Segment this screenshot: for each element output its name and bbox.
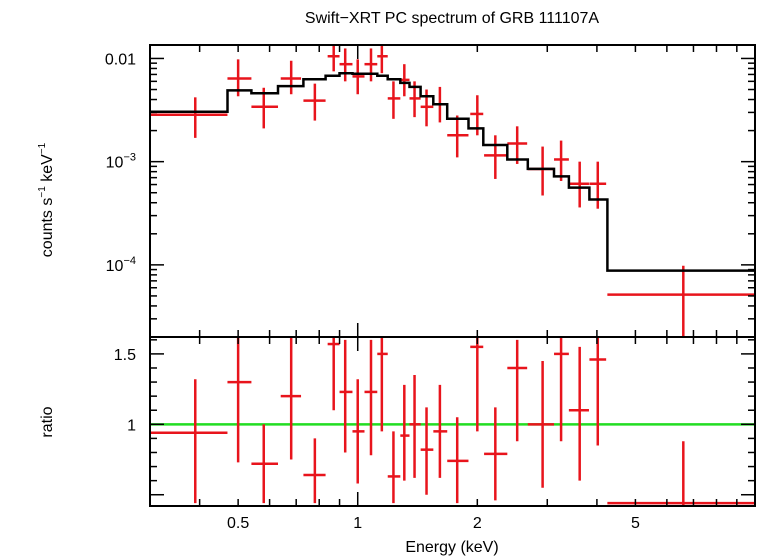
ratio-data-point <box>554 337 569 442</box>
tick-label-base: 10 <box>106 155 124 172</box>
spectrum-y-tick-label: 0.01 <box>105 51 136 68</box>
spectrum-data-point <box>339 48 353 82</box>
ratio-data-point <box>527 360 555 488</box>
ratio-data-point <box>251 424 279 504</box>
ratio-data-point <box>400 384 410 481</box>
x-tick-label: 5 <box>631 515 640 532</box>
spectrum-data-point <box>387 81 401 119</box>
ratio-data-point <box>387 431 401 504</box>
ratio-data-point <box>339 339 353 453</box>
spectrum-data-point <box>554 140 569 181</box>
ratio-panel: 1 1.5 0.5 1 2 5 <box>114 336 756 532</box>
spectrum-y-axis-label-main: counts s <box>39 198 56 258</box>
spectrum-data-point <box>484 135 508 179</box>
spectrum-data-point <box>607 265 755 337</box>
ratio-data-point <box>327 337 340 411</box>
ratio-data-point <box>420 407 434 495</box>
ratio-data-point <box>303 438 326 504</box>
ratio-data-point <box>227 337 252 463</box>
ratio-data-point <box>150 379 228 504</box>
ratio-data-point <box>447 417 469 504</box>
ratio-data-point <box>409 375 421 478</box>
ratio-data-point <box>607 441 755 506</box>
spectrum-y-tick-label: 10−4 <box>106 255 136 275</box>
spectrum-y-axis-label-mid: keV <box>39 154 56 186</box>
x-tick-label: 2 <box>473 515 482 532</box>
spectrum-data-point <box>364 48 378 82</box>
chart-title: Swift−XRT PC spectrum of GRB 111107A <box>305 10 600 27</box>
spectrum-data-point <box>377 45 388 74</box>
ratio-data-point <box>470 337 484 432</box>
spectrum-data-point <box>327 45 340 72</box>
spectrum-data-point <box>507 126 528 164</box>
ratio-data-point <box>364 339 378 456</box>
ratio-data-point <box>377 337 388 432</box>
x-tick-label: 1 <box>353 515 362 532</box>
tick-label-base: 10 <box>106 258 124 275</box>
ratio-y-axis-label: ratio <box>39 406 56 437</box>
spectrum-data-point <box>150 97 228 138</box>
spectrum-data-point <box>352 59 365 95</box>
spectrum-data-point <box>589 161 607 209</box>
spectrum-model-line <box>150 71 755 272</box>
spectrum-data-point <box>447 115 469 158</box>
ratio-data-point <box>507 339 528 442</box>
tick-label-exponent: −4 <box>123 255 136 267</box>
spectrum-y-axis-label-exp2: −1 <box>37 142 48 154</box>
ratio-data-point <box>589 337 607 446</box>
x-axis-label: Energy (keV) <box>405 539 498 556</box>
ratio-data-point <box>484 407 508 501</box>
spectrum-frame <box>149 44 756 338</box>
spectrum-data-point <box>400 64 410 97</box>
ratio-y-tick-label: 1.5 <box>114 347 136 364</box>
spectrum-y-tick-label: 10−3 <box>106 152 136 172</box>
spectrum-data-point <box>303 83 326 121</box>
spectrum-data-point <box>420 89 434 127</box>
ratio-data-point <box>352 379 365 484</box>
x-tick-label: 0.5 <box>227 515 249 532</box>
spectrum-y-axis-label-exp1: −1 <box>37 186 48 198</box>
spectrum-data-point <box>568 161 589 208</box>
spectrum-data-point <box>280 60 302 95</box>
ratio-data-point <box>433 384 448 478</box>
ratio-data-point <box>280 337 302 460</box>
spectrum-y-axis-label: counts s−1 keV−1 <box>37 142 56 257</box>
ratio-frame <box>149 336 756 507</box>
spectrum-data-point <box>527 146 555 196</box>
tick-label-exponent: −3 <box>123 152 136 164</box>
ratio-y-tick-label: 1 <box>127 417 136 434</box>
ratio-data-point <box>568 346 589 481</box>
